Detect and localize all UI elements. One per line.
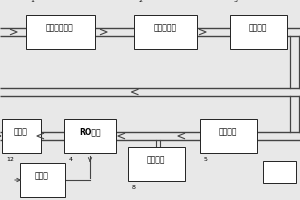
FancyBboxPatch shape [128, 147, 184, 181]
FancyBboxPatch shape [64, 119, 116, 153]
Text: 2: 2 [138, 0, 142, 3]
Text: 高壓開關: 高壓開關 [147, 156, 165, 164]
Text: 變頻水泵: 變頻水泵 [249, 23, 267, 32]
Text: 后置濾芯: 后置濾芯 [219, 128, 237, 136]
Text: 進水電磁閥: 進水電磁閥 [153, 23, 177, 32]
Text: 12: 12 [6, 157, 14, 162]
Text: 4: 4 [69, 157, 73, 162]
Text: RO濾芯: RO濾芯 [79, 128, 101, 136]
FancyBboxPatch shape [230, 15, 286, 49]
Text: 1: 1 [30, 0, 34, 3]
Text: 前置過濾組件: 前置過濾組件 [46, 23, 74, 32]
Text: 溫感器: 溫感器 [14, 128, 28, 136]
Text: 8: 8 [132, 185, 136, 190]
FancyBboxPatch shape [26, 15, 94, 49]
Text: 5: 5 [204, 157, 208, 162]
FancyBboxPatch shape [262, 161, 296, 183]
Text: 3: 3 [234, 0, 238, 3]
FancyBboxPatch shape [2, 119, 40, 153]
FancyBboxPatch shape [20, 163, 64, 197]
FancyBboxPatch shape [134, 15, 196, 49]
FancyBboxPatch shape [200, 119, 256, 153]
Text: 廢水閥: 廢水閥 [35, 171, 49, 180]
